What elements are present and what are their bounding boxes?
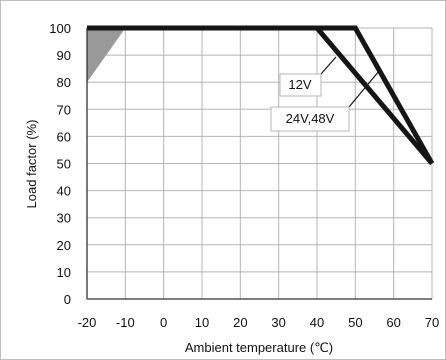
shaded-region-layer <box>87 28 126 83</box>
annotation-box-24v-48v <box>270 106 350 132</box>
series-line-12v <box>87 25 434 166</box>
y-tick-label-80: 80 <box>57 75 71 90</box>
y-tick-label-0: 0 <box>64 292 71 307</box>
y-tick-label-100: 100 <box>49 21 71 36</box>
y-tick-label-30: 30 <box>57 211 71 226</box>
x-tick-label-20: 20 <box>233 315 247 330</box>
shaded-region <box>87 28 126 83</box>
y-tick-label-40: 40 <box>57 184 71 199</box>
y-tick-label-50: 50 <box>57 157 71 172</box>
annotation-box-12v <box>279 73 322 97</box>
annotation-12v: 12V <box>288 77 311 92</box>
annotation-24v-48v: 24V,48V <box>286 111 335 126</box>
y-tick-label-10: 10 <box>57 265 71 280</box>
y-tick-labels: 0 10 20 30 40 50 60 70 80 90 100 <box>49 21 71 307</box>
x-tick-label-10: 10 <box>195 315 209 330</box>
x-tick-labels: -20 -10 0 10 20 30 40 50 60 70 <box>78 315 440 330</box>
y-tick-label-60: 60 <box>57 129 71 144</box>
annotation-leader-12v <box>320 56 337 75</box>
x-axis-label: Ambient temperature (℃) <box>185 340 333 355</box>
y-tick-label-90: 90 <box>57 48 71 63</box>
x-tick-label-20: -20 <box>78 315 97 330</box>
x-tick-label-50: 50 <box>348 315 362 330</box>
axes <box>86 28 432 300</box>
x-tick-label-60: 60 <box>386 315 400 330</box>
x-tick-label-0: 0 <box>160 315 167 330</box>
x-tick-label-40: 40 <box>310 315 324 330</box>
y-tick-label-20: 20 <box>57 238 71 253</box>
x-tick-label-30: 30 <box>271 315 285 330</box>
annotations: 12V 24V,48V <box>270 56 380 132</box>
annotation-leader-24v-48v <box>348 70 380 108</box>
series-line-24v-48v <box>87 25 435 165</box>
x-tick-label-10: -10 <box>116 315 135 330</box>
series-layer <box>87 25 435 166</box>
y-tick-label-70: 70 <box>57 102 71 117</box>
x-tick-label-70: 70 <box>425 315 439 330</box>
y-axis-label: Load factor (%) <box>24 120 39 209</box>
